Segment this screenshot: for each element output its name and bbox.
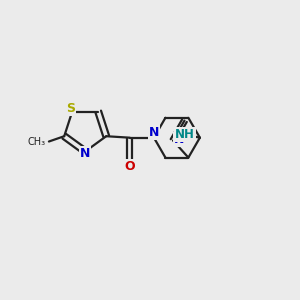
Text: O: O: [124, 160, 135, 173]
Text: N: N: [149, 126, 159, 139]
Text: NH: NH: [175, 128, 195, 141]
Text: S: S: [66, 102, 75, 115]
Text: N: N: [174, 133, 184, 146]
Text: CH₃: CH₃: [27, 137, 45, 147]
Text: N: N: [80, 147, 90, 160]
